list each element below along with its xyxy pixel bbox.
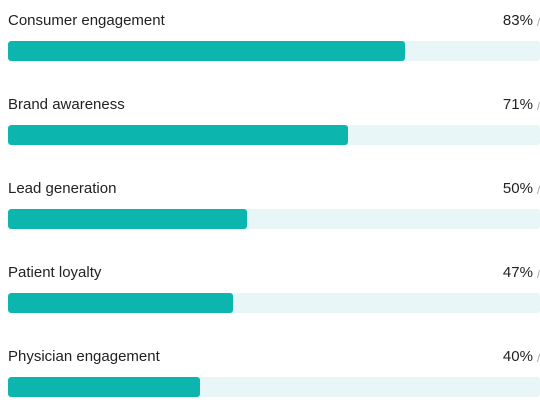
bar-value-text: 47% [502,264,533,281]
bar-label: Brand awareness [8,96,125,113]
bar-value-label: 71% / [503,95,540,116]
bar-value-suffix: / [536,17,540,29]
bar-value-label: 83% / [503,11,540,32]
bar-row: Consumer engagement 83% / [8,2,540,62]
bar-track [8,41,540,61]
bar-track [8,293,540,313]
bar-value-text: 50% [502,180,533,197]
bar-value-suffix: / [536,269,540,281]
bar-value-suffix: / [536,185,540,197]
bar-value-label: 40% / [503,347,540,368]
bar-track [8,377,540,397]
bar-label: Lead generation [8,180,117,197]
bar-row: Patient loyalty 47% / [8,254,540,314]
bar-track [8,209,540,229]
bar-value-suffix: / [536,101,540,113]
bar-value-text: 40% [502,348,533,365]
bar-fill [8,125,348,145]
bar-label: Physician engagement [8,348,160,365]
bar-fill [8,293,233,313]
bar-fill [8,377,200,397]
bar-row: Physician engagement 40% / [8,338,540,398]
bar-row: Brand awareness 71% / [8,86,540,146]
bar-value-label: 50% / [503,179,540,200]
bar-track [8,125,540,145]
bar-fill [8,209,247,229]
bar-value-text: 71% [502,96,533,113]
bar-label: Patient loyalty [8,264,102,281]
bar-fill [8,41,405,61]
bar-value-suffix: / [536,353,540,365]
bar-row: Lead generation 50% / [8,170,540,230]
bar-label: Consumer engagement [8,12,165,29]
bar-value-label: 47% / [503,263,540,284]
bar-value-text: 83% [502,12,533,29]
